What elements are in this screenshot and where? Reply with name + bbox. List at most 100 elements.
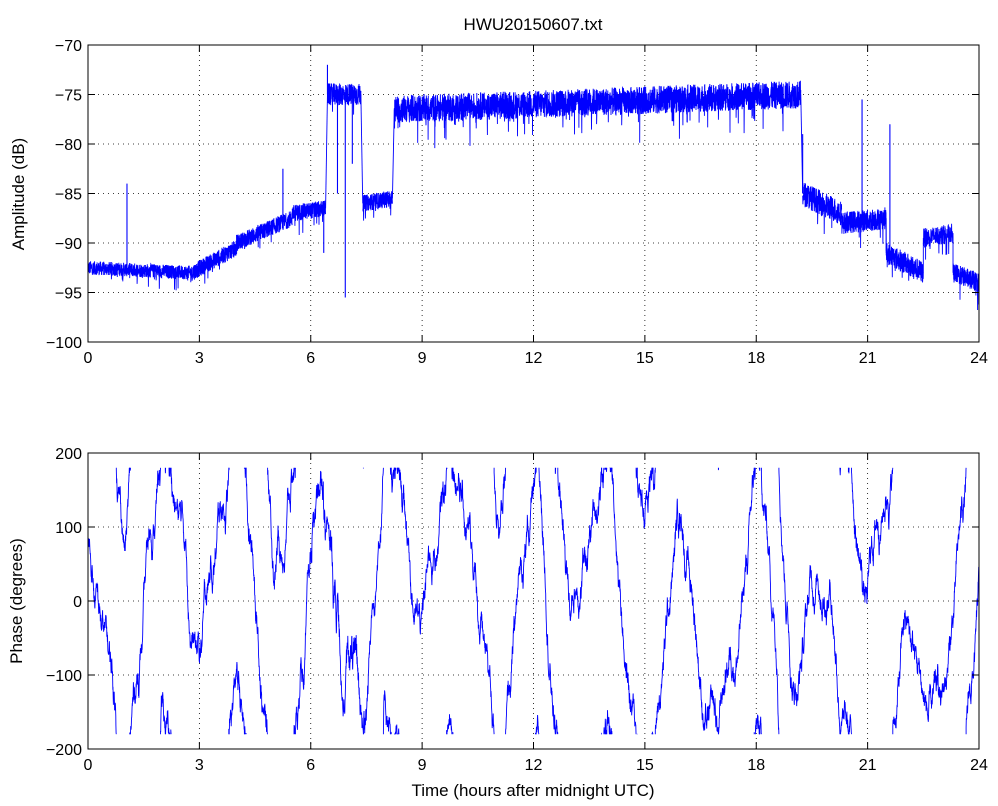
phase-xtick-label: 18 — [747, 757, 765, 774]
amplitude-line-segment — [236, 211, 293, 255]
phase-line-segment — [245, 467, 268, 735]
amplitude-ytick-label: −80 — [55, 137, 82, 154]
phase-line-segment — [848, 714, 852, 735]
amplitude-xtick-label: 21 — [859, 350, 877, 367]
phase-line-segment — [244, 726, 246, 735]
phase-ytick-label: 100 — [55, 520, 82, 537]
phase-ytick-label: 200 — [55, 446, 82, 463]
phase-line-segment — [363, 467, 384, 735]
phase-ytick-label: −200 — [46, 742, 82, 759]
amplitude-ytick-label: −85 — [55, 187, 82, 204]
phase-xtick-label: 6 — [306, 757, 315, 774]
amplitude-ytick-label: −75 — [55, 88, 82, 105]
amplitude-ylabel: Amplitude (dB) — [9, 138, 28, 250]
phase-xlabel: Time (hours after midnight UTC) — [411, 781, 654, 800]
amplitude-series — [87, 64, 980, 311]
phase-line-segment — [87, 538, 117, 735]
phase-line-segment — [718, 467, 755, 735]
amplitude-transition — [325, 94, 328, 209]
amplitude-line-segment — [841, 207, 887, 251]
phase-line-segment — [611, 467, 637, 735]
amplitude-xtick-label: 6 — [306, 350, 315, 367]
phase-line-segment — [228, 661, 245, 735]
phase-line-segment — [654, 498, 719, 735]
amplitude-grid — [88, 45, 979, 342]
amplitude-line-segment — [393, 80, 802, 149]
phase-series — [87, 467, 980, 735]
phase-line-segment — [609, 725, 611, 735]
phase-ytick-label: 0 — [73, 594, 82, 611]
phase-line-segment — [840, 700, 849, 735]
amplitude-xtick-label: 24 — [970, 350, 988, 367]
phase-xtick-label: 9 — [418, 757, 427, 774]
amplitude-chart-title: HWU20150607.txt — [464, 15, 603, 34]
phase-line-segment — [382, 690, 391, 735]
phase-line-segment — [446, 714, 453, 735]
phase-xtick-label: 24 — [970, 757, 988, 774]
amplitude-line-segment — [362, 191, 393, 221]
phase-line-segment — [965, 566, 980, 735]
phase-line-segment — [294, 467, 296, 478]
phase-line-segment — [555, 719, 559, 735]
phase-line-segment — [170, 467, 230, 664]
phase-line-segment — [636, 467, 653, 529]
amplitude-xtick-label: 9 — [418, 350, 427, 367]
phase-line-segment — [267, 467, 295, 590]
amplitude-transition — [360, 94, 364, 204]
phase-line-segment — [293, 724, 296, 735]
phase-line-segment — [652, 467, 656, 491]
phase-line-segment — [160, 692, 166, 735]
phase-xtick-label: 21 — [859, 757, 877, 774]
amplitude-line-segment — [952, 263, 980, 311]
amplitude-ytick-label: −70 — [55, 38, 82, 55]
phase-xtick-label: 3 — [195, 757, 204, 774]
phase-line-segment — [130, 467, 161, 735]
amplitude-ticks: 0 3 6 9 12 15 18 21 24 −70 −75 −80 −85 −90 −95 −100 — [46, 38, 988, 367]
amplitude-line-segment — [802, 183, 843, 235]
phase-line-segment — [778, 467, 841, 735]
phase-grid — [88, 453, 979, 749]
phase-line-segment — [535, 714, 540, 735]
phase-line-segment — [394, 467, 396, 479]
phase-line-segment — [760, 467, 780, 735]
phase-line-segment — [851, 467, 894, 604]
amplitude-xtick-label: 18 — [747, 350, 765, 367]
phase-line-segment — [452, 467, 495, 735]
phase-line-segment — [398, 467, 448, 635]
phase-ytick-label: −100 — [46, 668, 82, 685]
phase-chart: 0 3 6 9 12 15 18 21 24 200 100 0 −100 −200 Phase (deg… — [7, 446, 988, 800]
phase-line-segment — [165, 710, 170, 735]
phase-line-segment — [606, 710, 610, 735]
phase-line-segment — [505, 467, 536, 735]
amplitude-line-segment — [87, 261, 193, 291]
amplitude-line-segment — [885, 243, 924, 283]
amplitude-transition — [391, 109, 395, 199]
phase-line-segment — [892, 467, 967, 735]
phase-xtick-label: 0 — [84, 757, 93, 774]
phase-line-segment — [753, 467, 756, 480]
amplitude-xtick-label: 3 — [195, 350, 204, 367]
phase-line-segment — [295, 470, 364, 735]
phase-line-segment — [169, 467, 172, 477]
phase-line-segment — [605, 467, 608, 472]
amplitude-line-segment — [327, 83, 362, 115]
phase-xtick-label: 15 — [636, 757, 654, 774]
phase-line-segment — [493, 467, 507, 539]
phase-line-segment — [601, 467, 605, 489]
phase-line-segment — [554, 467, 557, 474]
phase-line-segment — [398, 728, 400, 735]
amplitude-xtick-label: 12 — [525, 350, 543, 367]
amplitude-line-segment — [291, 200, 327, 236]
phase-ylabel: Phase (degrees) — [7, 538, 26, 664]
phase-xtick-label: 12 — [525, 757, 543, 774]
phase-line-segment — [395, 724, 398, 735]
amplitude-xtick-label: 15 — [636, 350, 654, 367]
amplitude-xtick-label: 0 — [84, 350, 93, 367]
phase-line-segment — [538, 467, 556, 735]
phase-line-segment — [115, 467, 131, 552]
phase-line-segment — [390, 467, 395, 493]
amplitude-ytick-label: −90 — [55, 236, 82, 253]
amplitude-ytick-label: −95 — [55, 286, 82, 303]
phase-ticks: 0 3 6 9 12 15 18 21 24 200 100 0 −100 −200 — [46, 446, 988, 774]
